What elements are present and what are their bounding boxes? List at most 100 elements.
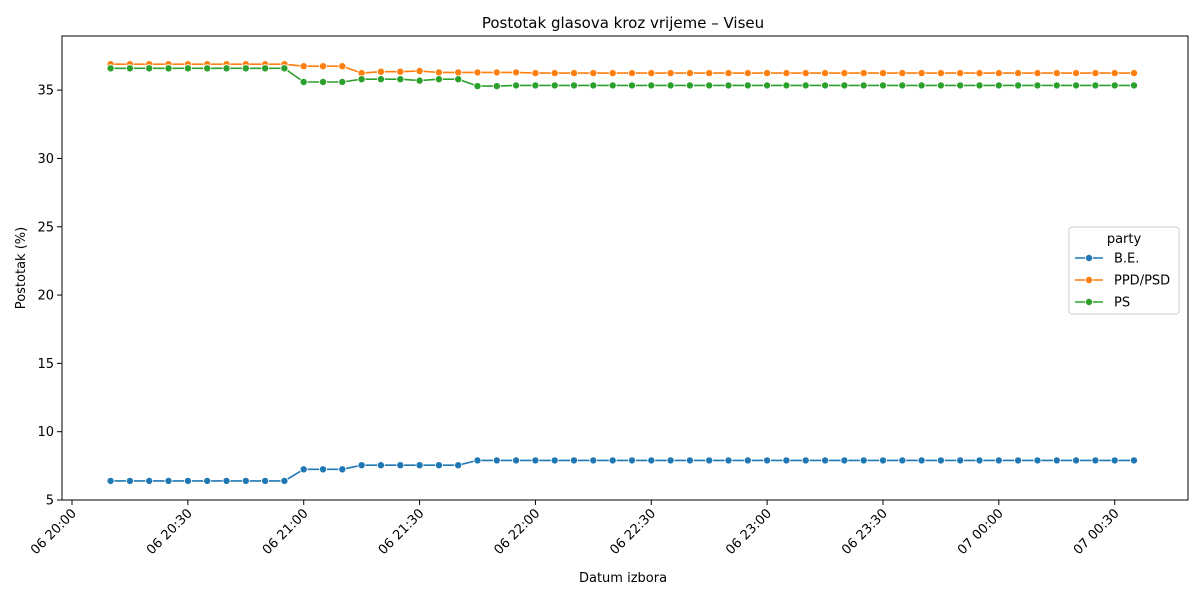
data-point — [705, 456, 714, 465]
y-tick-label: 35 — [37, 84, 54, 99]
y-tick-label: 5 — [46, 494, 54, 509]
data-point — [357, 461, 366, 470]
data-point — [434, 68, 443, 77]
series-ps — [106, 64, 1139, 91]
data-point — [241, 476, 250, 485]
data-point — [1130, 69, 1139, 78]
data-point — [859, 81, 868, 90]
data-point — [898, 456, 907, 465]
data-point — [1072, 456, 1081, 465]
data-point — [125, 64, 134, 73]
data-point — [222, 476, 231, 485]
data-point — [608, 456, 617, 465]
data-point — [164, 64, 173, 73]
data-point — [415, 67, 424, 76]
data-point — [936, 456, 945, 465]
legend-label: PS — [1114, 296, 1130, 311]
data-point — [1072, 69, 1081, 78]
y-axis-title: Postotak (%) — [14, 227, 29, 309]
data-point — [685, 81, 694, 90]
data-point — [512, 81, 521, 90]
data-point — [512, 456, 521, 465]
y-tick-label: 20 — [37, 289, 54, 304]
data-point — [434, 461, 443, 470]
data-point — [1072, 81, 1081, 90]
data-point — [666, 456, 675, 465]
data-point — [299, 78, 308, 87]
legend-marker — [1085, 253, 1094, 262]
plot-frame — [61, 35, 1189, 501]
data-point — [859, 69, 868, 78]
data-point — [628, 456, 637, 465]
data-point — [1033, 81, 1042, 90]
data-point — [898, 81, 907, 90]
y-tick-label: 25 — [37, 220, 54, 235]
data-point — [666, 81, 675, 90]
data-point — [1110, 456, 1119, 465]
y-tick-label: 30 — [37, 152, 54, 167]
data-point — [261, 476, 270, 485]
data-point — [396, 461, 405, 470]
data-point — [647, 81, 656, 90]
data-point — [106, 476, 115, 485]
data-point — [338, 62, 347, 71]
legend-label: B.E. — [1114, 252, 1139, 267]
x-axis-title: Datum izbora — [579, 571, 667, 586]
data-point — [647, 456, 656, 465]
data-point — [1033, 69, 1042, 78]
data-point — [1033, 456, 1042, 465]
data-point — [1110, 81, 1119, 90]
data-point — [936, 69, 945, 78]
data-point — [512, 68, 521, 77]
data-point — [763, 69, 772, 78]
series-b-e- — [106, 456, 1139, 485]
data-point — [879, 456, 888, 465]
data-point — [531, 81, 540, 90]
data-point — [473, 456, 482, 465]
data-point — [956, 69, 965, 78]
data-point — [898, 69, 907, 78]
data-point — [492, 456, 501, 465]
data-point — [454, 75, 463, 84]
data-point — [531, 456, 540, 465]
data-point — [840, 81, 849, 90]
data-point — [589, 81, 598, 90]
data-point — [840, 456, 849, 465]
legend-box — [1068, 226, 1180, 315]
data-point — [685, 69, 694, 78]
data-point — [396, 67, 405, 76]
data-point — [1091, 456, 1100, 465]
data-point — [376, 461, 385, 470]
data-point — [550, 69, 559, 78]
data-point — [125, 476, 134, 485]
data-point — [859, 456, 868, 465]
data-point — [975, 81, 984, 90]
data-point — [936, 81, 945, 90]
data-point — [975, 69, 984, 78]
data-point — [531, 69, 540, 78]
data-point — [1014, 81, 1023, 90]
data-point — [183, 64, 192, 73]
data-point — [589, 69, 598, 78]
data-point — [357, 75, 366, 84]
y-tick-label: 10 — [37, 425, 54, 440]
data-point — [608, 69, 617, 78]
data-point — [840, 69, 849, 78]
series-layer — [106, 60, 1139, 485]
data-point — [318, 62, 327, 71]
data-point — [743, 81, 752, 90]
data-point — [994, 81, 1003, 90]
data-point — [106, 64, 115, 73]
data-point — [879, 81, 888, 90]
data-point — [821, 69, 830, 78]
data-point — [1091, 81, 1100, 90]
data-point — [550, 456, 559, 465]
data-point — [994, 456, 1003, 465]
data-point — [589, 456, 598, 465]
data-point — [396, 75, 405, 84]
legend-label: PPD/PSD — [1114, 274, 1170, 289]
data-point — [1091, 69, 1100, 78]
data-point — [1130, 81, 1139, 90]
data-point — [705, 81, 714, 90]
data-point — [1130, 456, 1139, 465]
